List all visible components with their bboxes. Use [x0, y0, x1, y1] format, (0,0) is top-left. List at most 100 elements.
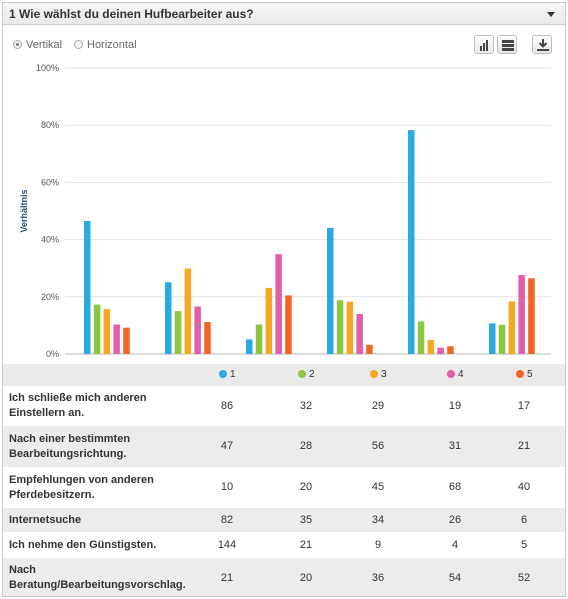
bar-series-3	[265, 287, 273, 354]
table-view-button[interactable]	[497, 35, 517, 54]
table-cell: 20	[299, 571, 313, 584]
table-row: Empfehlungen von anderen Pferdebesitzern.…	[3, 467, 565, 508]
legend: 1 2 3 4 5	[3, 364, 565, 386]
download-button[interactable]	[532, 35, 552, 54]
y-axis-label: Verhältnis	[19, 189, 29, 232]
legend-label: 3	[381, 369, 387, 380]
row-label-line: Pferdebesitzern.	[9, 488, 95, 501]
bar-series-5	[123, 327, 130, 354]
row-label: Nach einer bestimmten Bearbeitungsrichtun…	[9, 432, 130, 462]
bar-series-3	[508, 301, 516, 354]
row-label-line: Nach einer bestimmten	[9, 432, 131, 445]
bar-series-3	[184, 268, 192, 354]
chevron-down-icon[interactable]	[547, 12, 555, 17]
table-cell: 17	[517, 399, 531, 412]
legend-item-3[interactable]: 3	[370, 369, 387, 380]
bar-series-5	[528, 278, 535, 354]
table-cell: 10	[220, 481, 234, 493]
bar-series-1	[327, 227, 334, 354]
row-label: Nach Beratung/Bearbeitungsvorschlag.	[9, 563, 186, 593]
bar-series-2	[174, 311, 182, 354]
row-label-line: Nach	[9, 564, 36, 576]
table-body: Ich schließe mich anderen Einstellern an.…	[3, 386, 565, 596]
vertical-radio[interactable]: Vertikal	[13, 39, 62, 51]
table-cell: 20	[299, 481, 313, 493]
legend-label: 1	[230, 369, 236, 380]
bar-series-2	[417, 321, 425, 354]
bar-series-4	[518, 275, 525, 354]
table-row: Ich nehme den Günstigsten. 144 21 9 4 5	[3, 532, 565, 558]
download-icon	[537, 39, 549, 51]
bar-series-4	[275, 254, 282, 354]
y-tick-label: 80%	[41, 120, 59, 130]
table-cell: 36	[371, 571, 385, 584]
table-cell: 35	[299, 513, 313, 526]
question-header[interactable]: 1 Wie wählst du deinen Hufbearbeiter aus…	[3, 3, 565, 25]
table-cell: 68	[448, 481, 462, 493]
table-cell: 45	[371, 481, 385, 493]
table-row: Nach Beratung/Bearbeitungsvorschlag. 21 20 3…	[3, 558, 565, 596]
chart-area: 0% 20% 40% 60% 80% 100% Verhältnis	[3, 62, 565, 364]
bar-series-2	[498, 324, 506, 354]
table-cell: 21	[517, 440, 531, 452]
table-cell: 32	[299, 399, 313, 412]
bar-series-1	[489, 323, 496, 354]
bar-series-5	[285, 295, 292, 354]
table-cell: 4	[451, 538, 459, 551]
table-cell: 52	[517, 571, 531, 584]
bar-series-4	[113, 324, 120, 354]
legend-label: 2	[309, 369, 315, 380]
bar-series-4	[437, 347, 444, 354]
table-cell: 40	[517, 481, 531, 493]
bar-series-1	[165, 282, 172, 354]
legend-swatch	[447, 370, 455, 378]
row-label-line: Ich nehme den Günstigsten.	[9, 538, 157, 551]
bar-chart: 0% 20% 40% 60% 80% 100% Verhältnis	[19, 63, 551, 359]
table-cell: 6	[520, 513, 528, 526]
table-cell: 29	[371, 399, 385, 412]
radio-unselected-icon	[74, 40, 83, 49]
radio-selected-icon	[13, 40, 22, 49]
chart-controls: Vertikal Horizontal	[3, 26, 565, 62]
table-cell: 21	[299, 538, 313, 551]
table-icon	[502, 40, 514, 51]
table-cell: 47	[220, 440, 234, 452]
row-label-line: Beratung/Bearbeitungsvorschlag.	[9, 579, 186, 591]
table-cell: 9	[374, 538, 382, 551]
horizontal-radio[interactable]: Horizontal	[74, 39, 137, 51]
row-label: Internetsuche	[9, 513, 81, 528]
bar-series-1	[84, 221, 91, 354]
legend-swatch	[298, 370, 306, 378]
table-cell: 144	[217, 538, 237, 551]
table-row: Ich schließe mich anderen Einstellern an.…	[3, 386, 565, 426]
horizontal-radio-label: Horizontal	[87, 39, 137, 51]
table-cell: 26	[448, 513, 462, 526]
row-label: Ich nehme den Günstigsten.	[9, 538, 156, 553]
legend-label: 4	[458, 369, 464, 380]
vertical-radio-label: Vertikal	[26, 39, 63, 51]
legend-item-5[interactable]: 5	[516, 369, 533, 380]
bar-series-2	[255, 324, 263, 354]
row-label: Ich schließe mich anderen Einstellern an.	[9, 391, 147, 421]
bar-series-2	[336, 300, 344, 354]
table-cell: 56	[371, 440, 385, 452]
table-row: Nach einer bestimmten Bearbeitungsrichtun…	[3, 426, 565, 467]
y-tick-label: 40%	[41, 235, 59, 245]
legend-item-1[interactable]: 1	[219, 369, 236, 380]
legend-swatch	[370, 370, 378, 378]
bar-series-3	[346, 301, 354, 354]
legend-item-4[interactable]: 4	[447, 369, 464, 380]
y-tick-label: 60%	[41, 177, 59, 187]
legend-item-2[interactable]: 2	[298, 369, 315, 380]
row-label-line: Bearbeitungsrichtung.	[9, 447, 127, 460]
y-tick-label: 0%	[46, 349, 59, 359]
table-cell: 86	[220, 399, 234, 412]
bar-series-5	[447, 346, 454, 354]
table-cell: 54	[448, 571, 462, 584]
legend-label: 5	[527, 369, 533, 380]
bar-chart-view-button[interactable]	[474, 35, 494, 54]
table-cell: 19	[448, 399, 462, 412]
bar-series-2	[93, 304, 101, 354]
